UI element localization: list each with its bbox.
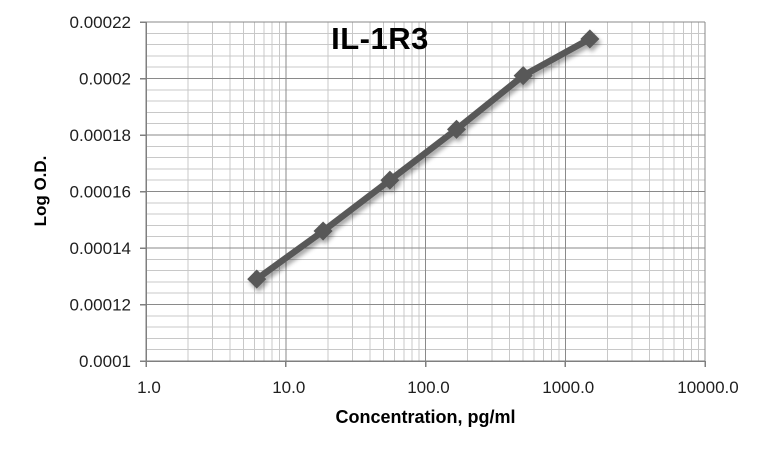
y-tick-labels: 0.0001 0.00012 0.00014 0.00016 0.00018 0.0002… [70,13,131,371]
y-tick-label: 0.00012 [70,296,131,315]
y-tick-label: 0.00014 [70,239,131,258]
x-tick-labels: 1.0 10.0 100.0 1000.0 10000.0 [137,378,739,397]
data-point-marker [247,269,267,289]
data-point-marker [313,221,333,241]
data-point-marker [513,66,533,86]
data-point-marker [380,170,400,190]
x-tick-label: 10000.0 [677,378,738,397]
y-tick-label: 0.0001 [79,352,131,371]
axes [140,21,706,367]
x-tick-label: 1000.0 [542,378,594,397]
data-point-marker [580,29,600,49]
y-tick-label: 0.00016 [70,183,131,202]
x-axis-title: Concentration, pg/ml [335,407,516,427]
y-axis-title: Log O.D. [31,155,50,227]
series-line [253,35,594,283]
x-tick-label: 10.0 [272,378,305,397]
y-tick-label: 0.0002 [79,70,131,89]
x-tick-label: 1.0 [137,378,161,397]
y-tick-label: 0.00022 [70,13,131,32]
y-tick-label: 0.00018 [70,126,131,145]
x-tick-label: 100.0 [407,378,450,397]
series-IL-1R3 [247,29,600,289]
